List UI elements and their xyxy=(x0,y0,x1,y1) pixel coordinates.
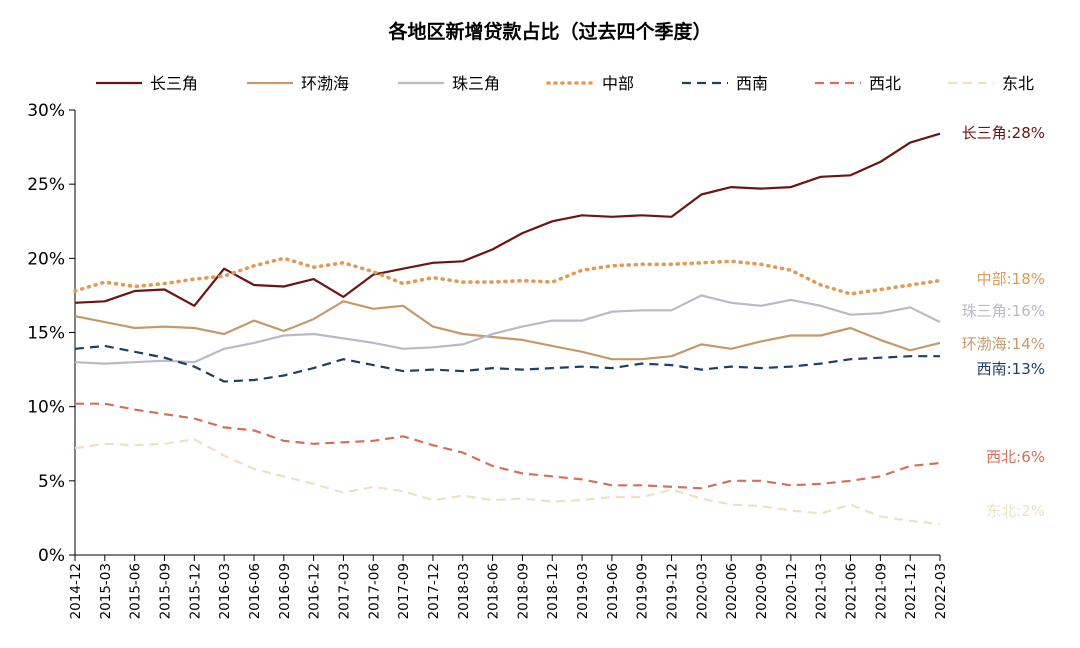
x-tick-label: 2020-09 xyxy=(754,563,770,619)
legend-label-5: 西北 xyxy=(869,74,901,93)
x-tick-label: 2020-06 xyxy=(724,563,740,619)
x-tick-label: 2017-09 xyxy=(396,563,412,619)
series-line-0 xyxy=(74,132,941,307)
chart-title: 各地区新增贷款占比（过去四个季度） xyxy=(387,20,711,43)
y-tick-label: 10% xyxy=(27,398,65,418)
end-label-0: 长三角:28% xyxy=(962,124,1045,142)
y-tick-label: 0% xyxy=(38,546,65,566)
x-tick-label: 2020-12 xyxy=(784,563,800,619)
x-tick-label: 2016-03 xyxy=(217,563,233,619)
legend-label-0: 长三角 xyxy=(150,74,198,93)
plot-area xyxy=(73,132,942,525)
series-line-2 xyxy=(74,294,941,365)
x-tick-label: 2015-09 xyxy=(157,563,173,619)
y-tick-label: 30% xyxy=(27,101,65,121)
y-tick-label: 20% xyxy=(27,249,65,269)
series-line-4 xyxy=(74,344,940,383)
x-tick-label: 2015-06 xyxy=(128,563,144,619)
axes: 0% 5% 10% 15% 20% 25% 30% 2014-12 2015-03 2015-06… xyxy=(27,101,949,619)
x-tick-label: 2016-06 xyxy=(247,563,263,619)
end-label-5: 西北:6% xyxy=(986,448,1045,466)
series-line-6 xyxy=(74,438,941,525)
x-tick-label: 2019-06 xyxy=(605,563,621,619)
end-label-2: 珠三角:16% xyxy=(962,302,1045,320)
legend-label-3: 中部 xyxy=(602,74,634,93)
legend-label-4: 西南 xyxy=(736,74,768,93)
x-tick-label: 2019-12 xyxy=(665,563,681,619)
series-line-5 xyxy=(75,402,941,490)
end-label-3: 中部:18% xyxy=(977,270,1045,288)
series-line-1 xyxy=(74,300,941,361)
x-tick-label: 2019-03 xyxy=(575,563,591,619)
legend: 长三角 环渤海 珠三角 中部 西南 西北 东北 xyxy=(96,74,1034,93)
y-tick-label: 15% xyxy=(27,324,65,344)
x-tick-label: 2017-06 xyxy=(366,563,382,619)
x-tick-label: 2018-09 xyxy=(515,563,531,619)
x-tick-label: 2019-09 xyxy=(635,563,651,619)
y-tick-label: 5% xyxy=(38,472,65,492)
series-line-3 xyxy=(73,256,942,296)
end-label-6: 东北:2% xyxy=(986,502,1045,520)
x-tick-label: 2021-12 xyxy=(903,563,919,619)
x-tick-label: 2018-06 xyxy=(486,563,502,619)
x-tick-label: 2016-09 xyxy=(277,563,293,619)
x-tick-label: 2015-12 xyxy=(187,563,203,619)
legend-label-1: 环渤海 xyxy=(301,74,349,93)
end-label-1: 环渤海:14% xyxy=(962,335,1045,353)
x-tick-label: 2018-03 xyxy=(456,563,472,619)
x-tick-label: 2018-12 xyxy=(545,563,561,619)
x-tick-label: 2014-12 xyxy=(68,563,84,619)
x-tick-label: 2020-03 xyxy=(694,563,710,619)
legend-label-6: 东北 xyxy=(1002,74,1034,93)
x-tick-label: 2017-12 xyxy=(426,563,442,619)
legend-label-2: 珠三角 xyxy=(452,74,500,93)
x-tick-label: 2016-12 xyxy=(307,563,323,619)
x-tick-label: 2017-03 xyxy=(336,563,352,619)
x-tick-label: 2021-09 xyxy=(873,563,889,619)
y-tick-label: 25% xyxy=(27,175,65,195)
x-tick-label: 2022-03 xyxy=(933,563,949,619)
end-label-4: 西南:13% xyxy=(977,360,1045,378)
end-labels: 长三角:28% 环渤海:14% 珠三角:16% 中部:18% 西南:13% 西北:6% 东北… xyxy=(962,124,1045,520)
x-tick-label: 2015-03 xyxy=(98,563,114,619)
x-tick-label: 2021-03 xyxy=(814,563,830,619)
x-tick-label: 2021-06 xyxy=(844,563,860,619)
